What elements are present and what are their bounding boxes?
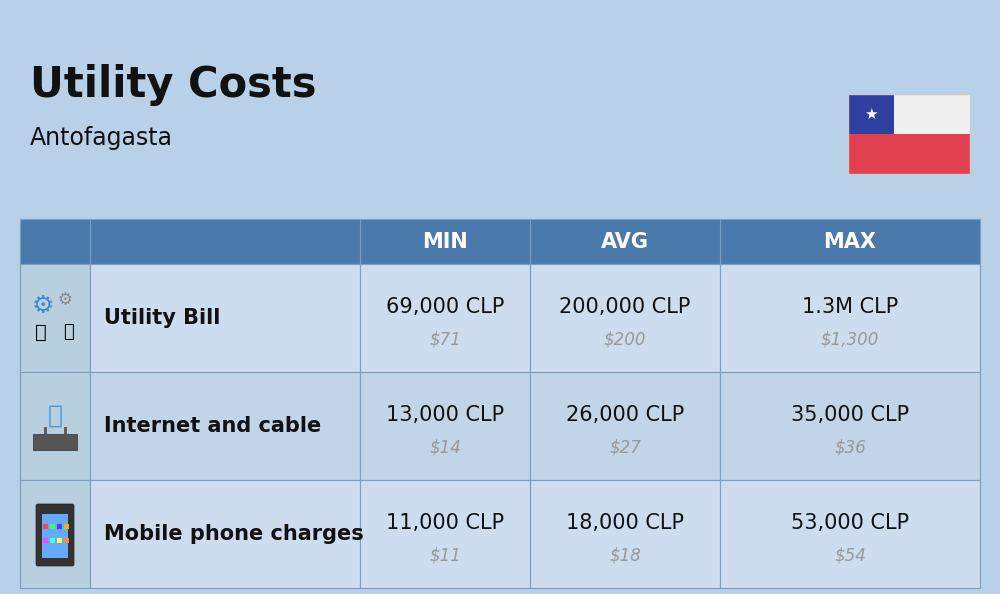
Bar xyxy=(20,372,90,480)
Bar xyxy=(848,94,970,134)
Text: 13,000 CLP: 13,000 CLP xyxy=(386,405,504,425)
Text: 11,000 CLP: 11,000 CLP xyxy=(386,513,504,533)
Text: Antofagasta: Antofagasta xyxy=(30,126,173,150)
Bar xyxy=(50,538,55,543)
Text: $54: $54 xyxy=(834,546,866,565)
Bar xyxy=(20,264,90,372)
Bar xyxy=(90,480,360,588)
Bar xyxy=(50,524,55,529)
Bar xyxy=(530,480,720,588)
Text: AVG: AVG xyxy=(601,232,649,251)
Text: ⚙: ⚙ xyxy=(58,291,72,309)
Bar xyxy=(57,524,62,529)
Bar xyxy=(720,372,980,480)
Bar xyxy=(20,480,90,588)
Text: $11: $11 xyxy=(429,546,461,565)
Bar xyxy=(530,264,720,372)
Text: 📶: 📶 xyxy=(48,404,62,428)
Bar xyxy=(360,480,530,588)
Text: $200: $200 xyxy=(604,331,646,349)
Text: 53,000 CLP: 53,000 CLP xyxy=(791,513,909,533)
Bar xyxy=(42,514,68,558)
Bar xyxy=(720,480,980,588)
Text: 18,000 CLP: 18,000 CLP xyxy=(566,513,684,533)
Text: ⚙: ⚙ xyxy=(32,294,54,318)
Bar xyxy=(33,434,77,450)
Bar xyxy=(90,264,360,372)
Text: ★: ★ xyxy=(864,106,878,122)
Bar xyxy=(720,219,980,264)
Text: $18: $18 xyxy=(609,546,641,565)
Text: 26,000 CLP: 26,000 CLP xyxy=(566,405,684,425)
Bar xyxy=(530,219,720,264)
Text: 💡: 💡 xyxy=(64,323,74,341)
Text: $71: $71 xyxy=(429,331,461,349)
Text: $1,300: $1,300 xyxy=(821,331,879,349)
Bar xyxy=(848,94,894,134)
Text: $27: $27 xyxy=(609,438,641,457)
Bar xyxy=(360,264,530,372)
Text: 1.3M CLP: 1.3M CLP xyxy=(802,297,898,317)
FancyBboxPatch shape xyxy=(36,504,74,566)
Bar xyxy=(848,94,970,174)
Bar xyxy=(848,134,970,174)
Bar xyxy=(530,372,720,480)
Bar xyxy=(360,219,530,264)
Text: 🔋: 🔋 xyxy=(35,323,47,342)
Bar xyxy=(57,538,62,543)
Text: Utility Bill: Utility Bill xyxy=(104,308,220,328)
Text: MIN: MIN xyxy=(422,232,468,251)
Bar xyxy=(90,372,360,480)
Bar xyxy=(90,219,360,264)
Bar xyxy=(43,524,48,529)
Text: Mobile phone charges: Mobile phone charges xyxy=(104,524,364,544)
Text: Internet and cable: Internet and cable xyxy=(104,416,321,436)
Text: 35,000 CLP: 35,000 CLP xyxy=(791,405,909,425)
Text: MAX: MAX xyxy=(824,232,876,251)
Text: Utility Costs: Utility Costs xyxy=(30,64,316,106)
Bar xyxy=(43,538,48,543)
Bar xyxy=(20,219,90,264)
Bar xyxy=(64,538,69,543)
Text: $36: $36 xyxy=(834,438,866,457)
Bar xyxy=(64,524,69,529)
Bar xyxy=(360,372,530,480)
Text: 69,000 CLP: 69,000 CLP xyxy=(386,297,504,317)
Text: 200,000 CLP: 200,000 CLP xyxy=(559,297,691,317)
Bar xyxy=(720,264,980,372)
Text: $14: $14 xyxy=(429,438,461,457)
